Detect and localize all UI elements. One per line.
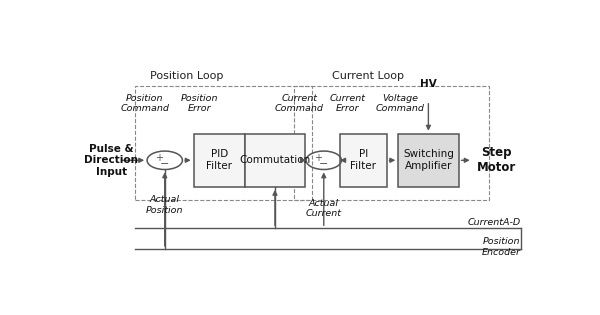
Bar [245, 134, 305, 187]
Bar [194, 134, 245, 187]
Text: Position
Error: Position Error [181, 94, 218, 113]
Text: Step
Motor: Step Motor [477, 146, 517, 174]
Text: −: − [160, 159, 169, 169]
Text: Current
Error: Current Error [329, 94, 365, 113]
Text: Voltage
Command: Voltage Command [376, 94, 425, 113]
Bar [398, 134, 458, 187]
Text: −: − [319, 159, 328, 169]
Text: +: + [155, 152, 163, 163]
Text: Actual
Position: Actual Position [146, 196, 184, 215]
Bar [340, 134, 386, 187]
Text: Position
Command: Position Command [121, 94, 169, 113]
Text: Pulse &
Direction
Input: Pulse & Direction Input [84, 144, 139, 177]
Bar [136, 86, 312, 200]
Text: +: + [314, 152, 322, 163]
Text: Actual
Current: Actual Current [306, 199, 342, 219]
Text: Switching
Amplifier: Switching Amplifier [403, 150, 454, 171]
Text: Position Loop: Position Loop [150, 72, 223, 82]
Text: HV: HV [420, 79, 437, 89]
Text: PI
Filter: PI Filter [350, 150, 376, 171]
Text: PID
Filter: PID Filter [206, 150, 232, 171]
Bar [293, 86, 489, 200]
Text: Commutation: Commutation [239, 155, 311, 165]
Text: Current
Command: Current Command [275, 94, 323, 113]
Text: Position
Encoder: Position Encoder [482, 237, 520, 257]
Text: Current Loop: Current Loop [332, 72, 404, 82]
Text: CurrentA-D: CurrentA-D [467, 218, 520, 226]
